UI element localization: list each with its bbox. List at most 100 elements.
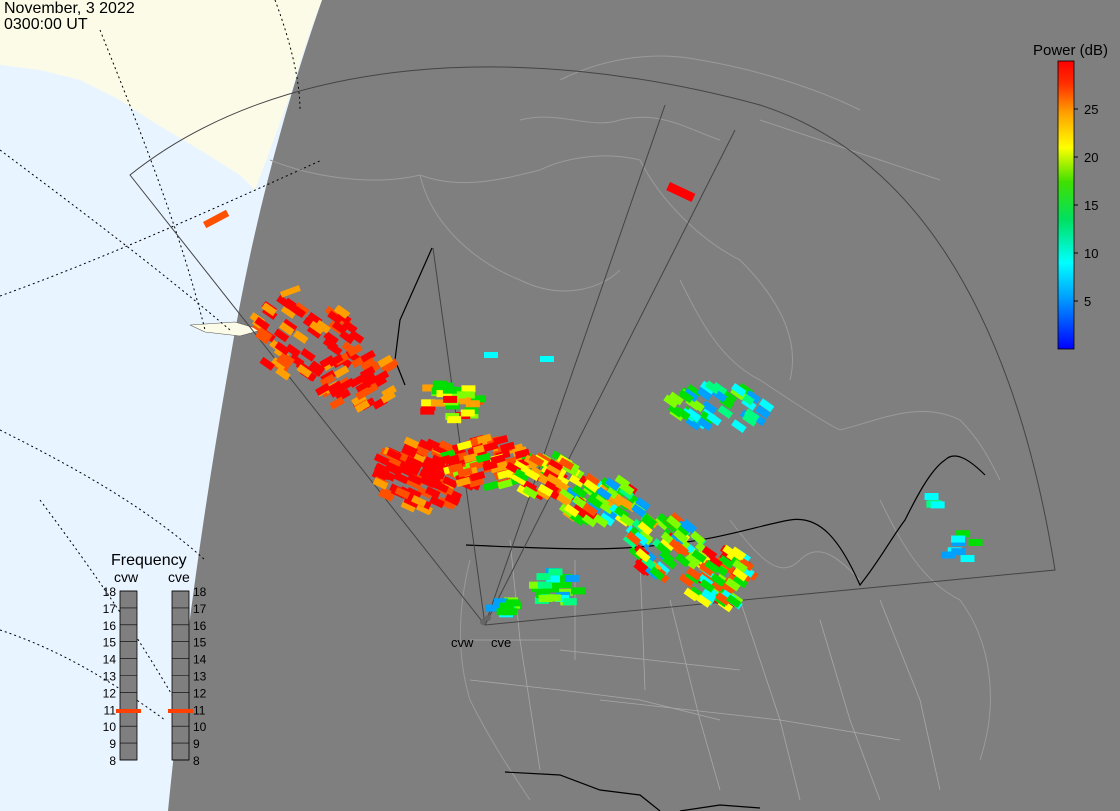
echo-cell [400, 446, 417, 459]
echo-cell [691, 549, 707, 564]
echo-cell [524, 468, 541, 482]
power-tick-label: 10 [1084, 246, 1098, 261]
freq-tick-left: 16 [103, 619, 117, 633]
echo-cell [493, 598, 508, 606]
echo-cell [668, 538, 685, 554]
echo-cell [440, 497, 457, 510]
echo-cell [438, 440, 455, 453]
freq-tick-right: 11 [193, 703, 206, 717]
freq-marker-cve [168, 708, 193, 713]
echo-cell [347, 343, 363, 357]
echo-cell [426, 460, 442, 473]
echo-cell [380, 390, 396, 404]
echo-cell [460, 409, 475, 417]
echo-cell [497, 479, 513, 490]
echo-cell [276, 355, 292, 370]
echo-cell [372, 477, 389, 490]
echo-cell [514, 448, 530, 459]
echo-cell [537, 581, 552, 589]
echo-cell [323, 331, 339, 346]
echo-cell [444, 454, 460, 465]
echo-cell [315, 319, 331, 334]
echo-cell [571, 484, 588, 499]
freq-tick-right: 14 [193, 653, 207, 667]
echo-cell [571, 504, 588, 518]
echo-cell [619, 513, 635, 528]
echo-cell [730, 546, 747, 561]
echo-cell [550, 580, 565, 588]
echo-cell [545, 585, 560, 593]
echo-cell [924, 493, 939, 501]
echo-cell [385, 460, 402, 474]
echo-cell [701, 400, 718, 415]
echo-cell [278, 321, 295, 336]
echo-cell [625, 531, 642, 546]
echo-cell [463, 452, 479, 464]
freq-tick-left: 10 [103, 720, 117, 734]
echo-cell [429, 495, 445, 509]
echo-cell [596, 486, 612, 501]
echo-cell [327, 353, 344, 368]
echo-cell [556, 493, 572, 507]
echo-cell [731, 419, 747, 434]
national-borders [394, 247, 986, 811]
echo-cell [540, 356, 554, 362]
echo-cell [673, 529, 689, 544]
echo-cell [300, 348, 316, 362]
site-label-cvw: cvw [451, 635, 474, 650]
echo-cell [429, 467, 446, 480]
echo-cell [568, 474, 585, 488]
echo-cell [276, 295, 292, 309]
echo-cell [663, 394, 679, 409]
echo-cell [685, 408, 702, 422]
echo-cell [593, 494, 610, 509]
echo-cell [424, 486, 441, 499]
echo-cell [701, 588, 717, 603]
echo-cell [659, 549, 675, 565]
echo-cell [666, 515, 682, 530]
echo-cell [416, 502, 432, 516]
echo-cell [360, 357, 376, 371]
echo-cell [513, 460, 529, 474]
echo-cell [270, 357, 287, 371]
echo-cell [443, 395, 458, 403]
echo-cell [292, 330, 309, 344]
echo-cell [421, 403, 436, 411]
echo-cell [484, 352, 498, 358]
echo-cell [951, 548, 966, 556]
echo-cell [309, 320, 325, 335]
freq-tick-left: 8 [109, 754, 116, 768]
echo-cell [476, 433, 492, 445]
echo-cell [706, 412, 722, 426]
echo-cell [721, 390, 737, 404]
echo-cell [471, 395, 486, 403]
echo-cell [285, 343, 301, 358]
freq-tick-left: 14 [103, 653, 117, 667]
echo-cell [254, 330, 271, 345]
echo-cell [930, 501, 945, 509]
echo-cell [537, 483, 554, 497]
echo-cell [582, 502, 598, 517]
echo-cell [421, 399, 436, 407]
freq-tick-right: 10 [193, 720, 207, 734]
power-tick-label: 15 [1084, 198, 1098, 213]
echo-cell [274, 341, 291, 356]
echo-cell [654, 515, 670, 531]
echo-cell [326, 380, 343, 394]
echo-cell [635, 548, 651, 563]
echo-cell [460, 391, 475, 399]
echo-cell [386, 454, 403, 467]
freq-tick-right: 9 [193, 737, 200, 751]
header-date: November, 3 2022 [4, 0, 135, 17]
echo-cell [348, 330, 365, 344]
echo-cell [654, 561, 671, 576]
echo-cell [342, 320, 358, 334]
echo-cell [329, 384, 346, 398]
echo-cell [360, 349, 376, 363]
echo-cell [407, 473, 423, 486]
freq-tick-right: 8 [193, 754, 200, 768]
echo-cell [315, 382, 331, 396]
echo-cell [360, 372, 377, 386]
echo-cell [309, 360, 326, 375]
echo-cell [452, 391, 467, 399]
